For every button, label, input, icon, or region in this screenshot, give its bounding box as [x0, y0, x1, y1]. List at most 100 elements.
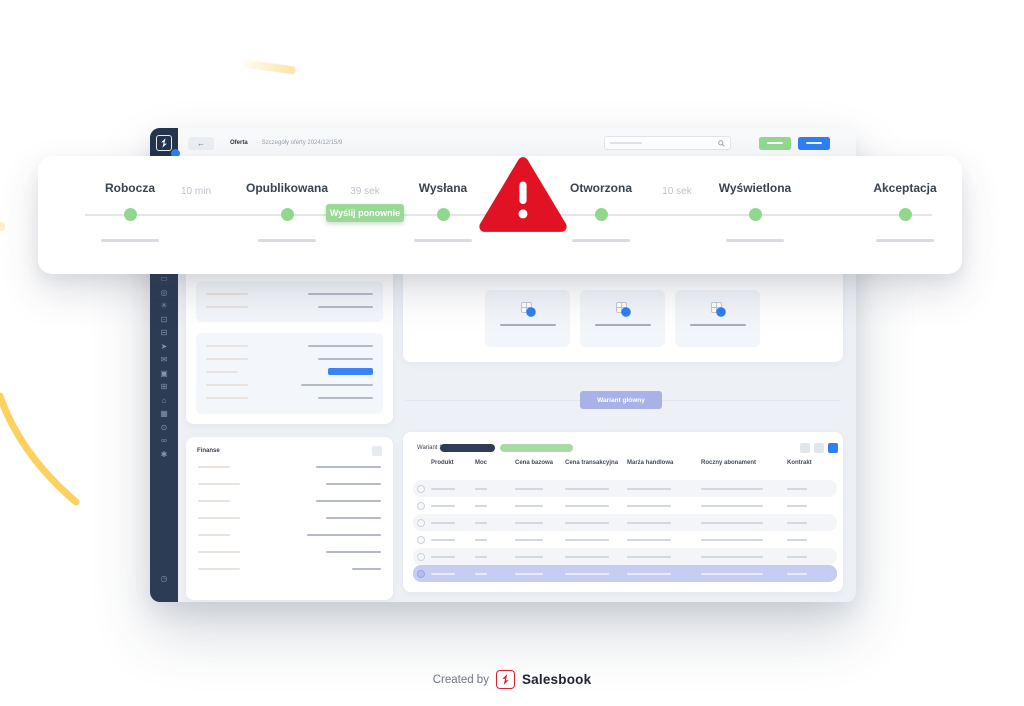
variant-label: Wariant 1: [417, 445, 443, 451]
sidebar-icon-list: ▭ ◎ ✳ ⊡ ⊟ ➤ ✉ ▣ ⊞ ⌂ ▦ ⊙ ∞ ✱: [150, 274, 178, 459]
card-icon[interactable]: ▣: [160, 368, 168, 378]
mail-icon[interactable]: ✉: [160, 355, 168, 364]
stage-dot[interactable]: [748, 208, 762, 221]
stage-date-placeholder: [101, 239, 159, 242]
cell-placeholder: [787, 487, 807, 490]
view-toggle-icon[interactable]: [814, 443, 824, 453]
stage-dot[interactable]: [594, 208, 608, 221]
row-radio[interactable]: [417, 569, 425, 578]
table-row[interactable]: [413, 565, 837, 582]
cell-placeholder: [431, 555, 455, 558]
cell-placeholder: [787, 504, 807, 507]
folder-icon[interactable]: ▭: [160, 274, 168, 283]
table-body: [413, 480, 837, 582]
stage-dot[interactable]: [898, 208, 912, 221]
column-header: Cena bazowa: [515, 460, 554, 466]
main-variant-button[interactable]: Wariant główny: [580, 391, 662, 409]
variant-tab-progress[interactable]: [500, 444, 573, 452]
yellow-edge-mark: [0, 222, 5, 231]
clock-icon[interactable]: ◷: [160, 574, 168, 583]
cell-placeholder: [565, 538, 609, 541]
stage-date-placeholder: [876, 239, 934, 242]
send-icon[interactable]: ➤: [160, 341, 168, 351]
cell-placeholder: [515, 487, 543, 490]
column-header: Roczny abonament: [701, 460, 757, 466]
briefcase-icon[interactable]: ⊟: [160, 328, 168, 337]
view-toggle-active-icon[interactable]: [828, 443, 838, 453]
cell-placeholder: [787, 555, 807, 558]
search-input[interactable]: [604, 136, 731, 150]
salesbook-logo-icon: [156, 135, 172, 151]
column-header: Moc: [475, 460, 487, 466]
column-header: Marża handlowa: [627, 460, 674, 466]
compass-icon[interactable]: ◎: [160, 287, 168, 297]
stage-date-placeholder: [726, 239, 784, 242]
cell-placeholder: [565, 504, 609, 507]
monitor-icon[interactable]: ⊡: [160, 314, 168, 324]
search-placeholder-line: [610, 142, 642, 144]
cell-placeholder: [515, 521, 543, 524]
row-radio[interactable]: [417, 484, 425, 493]
variant-tile[interactable]: [485, 290, 570, 347]
stage-date-placeholder: [258, 239, 316, 242]
stage-dot[interactable]: [436, 208, 450, 221]
table-row[interactable]: [413, 497, 837, 514]
cell-placeholder: [627, 504, 671, 507]
handshake-icon[interactable]: ∞: [161, 436, 167, 445]
interval-label: 39 sek: [350, 186, 380, 197]
back-button[interactable]: ←: [188, 136, 214, 150]
stage-dot[interactable]: [123, 208, 137, 221]
cell-placeholder: [515, 538, 543, 541]
alert-warning-icon[interactable]: [478, 156, 568, 234]
stage-dot[interactable]: [280, 208, 294, 221]
cell-placeholder: [431, 572, 455, 575]
variant-tile[interactable]: [675, 290, 760, 347]
table-row[interactable]: [413, 531, 837, 548]
row-radio[interactable]: [417, 501, 425, 510]
archive-icon[interactable]: ⊞: [160, 382, 168, 391]
details-subcard-1: [196, 281, 383, 322]
cell-placeholder: [701, 572, 763, 575]
cell-placeholder: [515, 555, 543, 558]
finance-card-title: Finanse: [197, 448, 220, 454]
variant-tab-active[interactable]: [440, 444, 495, 452]
offer-details-card: [186, 246, 393, 424]
row-radio[interactable]: [417, 552, 425, 561]
row-radio[interactable]: [417, 518, 425, 527]
cell-placeholder: [475, 572, 487, 575]
users-icon[interactable]: ⊙: [160, 422, 168, 432]
cell-placeholder: [431, 487, 455, 490]
variant-tile[interactable]: [580, 290, 665, 347]
blue-value-bar[interactable]: [328, 368, 373, 375]
table-grid-icon: [615, 302, 631, 317]
bell-icon[interactable]: ⌂: [161, 395, 167, 405]
column-header: Produkt: [431, 460, 454, 466]
yellow-curve-decoration: [0, 392, 80, 506]
brand-name: Salesbook: [521, 672, 592, 687]
row-radio[interactable]: [417, 535, 425, 544]
view-toggle-icon[interactable]: [800, 443, 810, 453]
cell-placeholder: [627, 538, 671, 541]
gear-icon[interactable]: ✳: [160, 301, 168, 310]
calculator-icon[interactable]: ▦: [160, 409, 168, 418]
cell-placeholder: [701, 521, 763, 524]
cell-placeholder: [475, 538, 487, 541]
cell-placeholder: [627, 555, 671, 558]
table-row[interactable]: [413, 514, 837, 531]
cell-placeholder: [475, 555, 487, 558]
finance-card-menu-icon[interactable]: [372, 446, 382, 456]
resend-button[interactable]: Wyślij ponownie: [326, 204, 404, 222]
cell-placeholder: [431, 538, 455, 541]
cell-placeholder: [515, 572, 543, 575]
details-subcard-2: [196, 333, 383, 414]
primary-action-button[interactable]: [798, 136, 830, 150]
cell-placeholder: [701, 504, 763, 507]
settings-icon[interactable]: ✱: [160, 449, 168, 459]
accept-button[interactable]: [759, 136, 791, 150]
products-table-card: Wariant 1 Produkt Moc Cena bazowa Cena t…: [403, 432, 843, 592]
cell-placeholder: [787, 521, 807, 524]
stage-label: Akceptacja: [873, 181, 937, 195]
table-row[interactable]: [413, 548, 837, 565]
table-row[interactable]: [413, 480, 837, 497]
